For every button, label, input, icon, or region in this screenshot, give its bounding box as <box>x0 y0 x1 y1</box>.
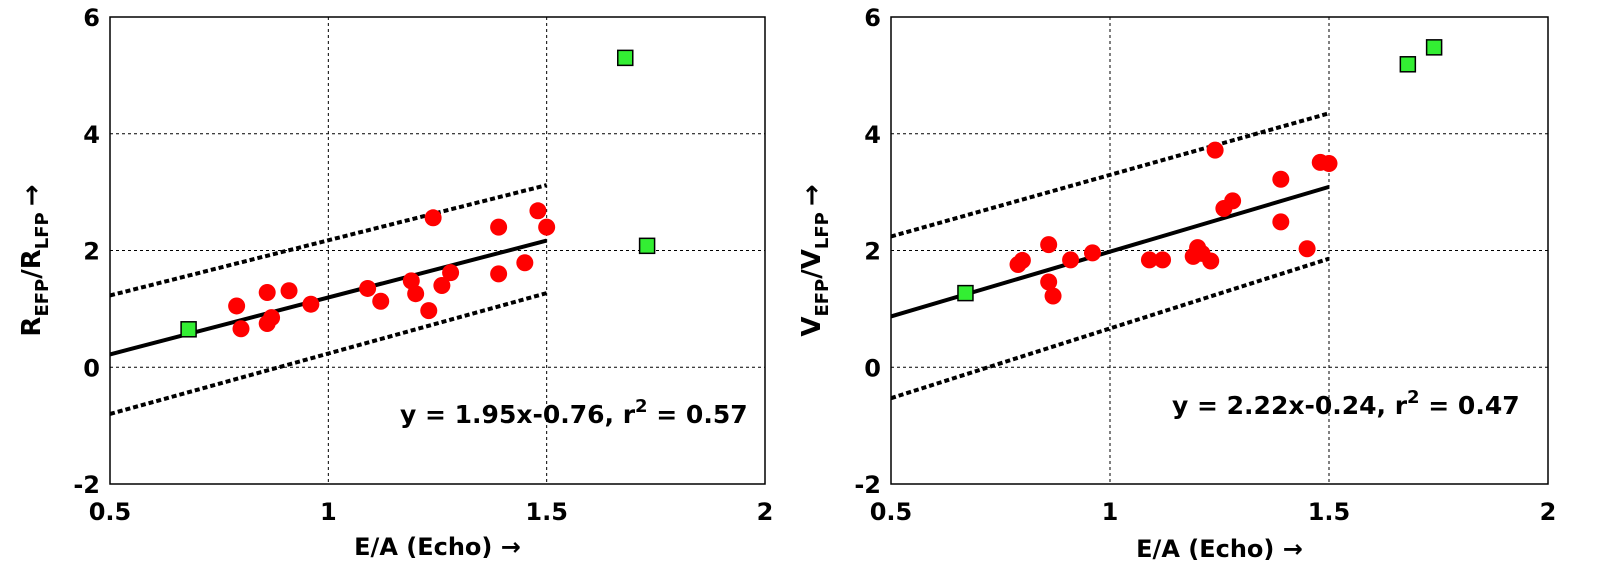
x-tick-label: 0.5 <box>870 498 913 526</box>
y-axis-label-sub2: LFP <box>812 212 833 249</box>
x-tick-label: 0.5 <box>89 498 132 526</box>
y-tick-label: 4 <box>83 121 100 149</box>
data-point-red <box>1272 170 1290 188</box>
data-point-red <box>302 295 320 313</box>
y-axis-label-main1: R <box>17 317 47 337</box>
data-point-green <box>180 321 197 338</box>
x-tick-labels: 0.5 1 1.5 2 <box>870 498 1557 526</box>
data-point-red <box>402 272 420 290</box>
confidence-lower-line <box>109 291 548 416</box>
y-axis-label: VEFP/VLFP → <box>797 184 833 336</box>
data-point-red <box>538 218 556 236</box>
regression-annotation: y = 1.95x-0.76, r2 = 0.57 <box>400 396 748 429</box>
x-tick-label: 1 <box>320 498 337 526</box>
regression-annotation-sup: 2 <box>635 396 648 417</box>
data-point-red <box>442 264 460 282</box>
x-axis-label: E/A (Echo) → <box>354 533 521 561</box>
data-point-green <box>617 49 634 67</box>
y-axis-label-arrow: → <box>797 184 827 206</box>
regression-annotation-suffix: = 0.47 <box>1420 391 1520 420</box>
data-point-red <box>232 320 250 338</box>
data-point-red <box>1224 192 1242 210</box>
x-tick-label: 1.5 <box>525 498 568 526</box>
y-tick-label: -2 <box>73 471 100 499</box>
data-point-red <box>1040 273 1058 291</box>
data-point-red <box>1272 213 1290 231</box>
data-points <box>180 49 656 338</box>
data-point-red <box>258 284 276 302</box>
y-axis-label-sub1: EFP <box>812 279 833 317</box>
data-point-green <box>1399 56 1417 73</box>
data-point-red <box>228 297 246 315</box>
data-point-green <box>1425 39 1443 56</box>
regression-annotation-prefix: y = 1.95x-0.76, r <box>400 400 636 429</box>
y-axis-label: REFP/RLFP → <box>17 184 53 336</box>
y-tick-label: 6 <box>83 4 100 32</box>
data-point-red <box>1044 287 1062 305</box>
y-axis-label-sub2: LFP <box>32 212 53 249</box>
y-tick-label: 4 <box>864 121 881 149</box>
y-axis-label-mid: /R <box>17 249 47 279</box>
y-tick-label: -2 <box>854 471 881 499</box>
y-tick-label: 2 <box>83 238 100 266</box>
data-point-red <box>280 282 298 300</box>
y-axis-label-mid: /V <box>797 249 827 279</box>
data-point-red <box>433 277 451 295</box>
data-point-red <box>1140 251 1158 269</box>
data-point-red <box>1320 155 1338 173</box>
data-point-red <box>1154 251 1172 269</box>
data-point-red <box>372 292 390 310</box>
y-axis-label-sub1: EFP <box>32 279 53 317</box>
y-axis-label-arrow: → <box>17 184 47 206</box>
y-tick-labels: -2 0 2 4 6 <box>73 4 100 499</box>
data-point-red <box>1206 141 1224 159</box>
confidence-upper-line <box>890 111 1330 239</box>
data-points <box>957 39 1443 305</box>
data-point-red <box>263 309 281 327</box>
data-point-red <box>1062 251 1080 269</box>
plot-frame <box>109 16 766 485</box>
x-tick-label: 1 <box>1102 498 1119 526</box>
regression-line <box>890 184 1330 319</box>
data-point-green <box>957 284 974 302</box>
x-tick-label: 2 <box>1540 498 1557 526</box>
data-point-red <box>529 202 547 220</box>
y-tick-label: 2 <box>864 238 881 266</box>
data-point-red <box>490 218 508 236</box>
x-tick-label: 1.5 <box>1308 498 1351 526</box>
data-point-red <box>1202 252 1220 270</box>
y-tick-label: 0 <box>864 354 881 382</box>
data-point-red <box>359 279 377 297</box>
data-point-red <box>1083 244 1101 262</box>
x-axis-label: E/A (Echo) → <box>1136 535 1303 563</box>
x-tick-labels: 0.5 1 1.5 2 <box>89 498 774 526</box>
data-point-red <box>1298 240 1316 258</box>
data-point-red <box>407 285 425 303</box>
data-point-red <box>424 209 442 227</box>
y-tick-labels: -2 0 2 4 6 <box>854 4 881 499</box>
data-point-green <box>638 237 656 255</box>
y-axis-label-main1: V <box>797 317 827 337</box>
regression-annotation-suffix: = 0.57 <box>648 400 748 429</box>
regression-annotation: y = 2.22x-0.24, r2 = 0.47 <box>1172 387 1520 420</box>
regression-annotation-sup: 2 <box>1407 387 1420 408</box>
regression-annotation-prefix: y = 2.22x-0.24, r <box>1172 391 1408 420</box>
confidence-lower-line <box>890 256 1330 401</box>
plot-frame <box>890 16 1549 485</box>
data-point-red <box>490 265 508 283</box>
data-point-red <box>1040 236 1058 254</box>
data-point-red <box>420 302 438 320</box>
y-tick-label: 0 <box>83 354 100 382</box>
grid-lines <box>891 17 1548 484</box>
data-point-red <box>1013 251 1031 269</box>
grid-lines <box>110 17 765 484</box>
data-point-red <box>516 254 534 272</box>
y-tick-label: 6 <box>864 4 881 32</box>
confidence-upper-line <box>109 183 548 298</box>
x-tick-label: 2 <box>757 498 774 526</box>
